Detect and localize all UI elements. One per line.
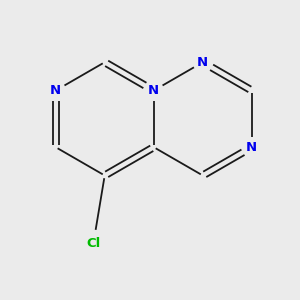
Text: N: N bbox=[197, 56, 208, 69]
Text: Cl: Cl bbox=[86, 237, 100, 250]
Text: N: N bbox=[50, 84, 61, 97]
Text: N: N bbox=[148, 84, 159, 97]
Text: N: N bbox=[246, 141, 257, 154]
